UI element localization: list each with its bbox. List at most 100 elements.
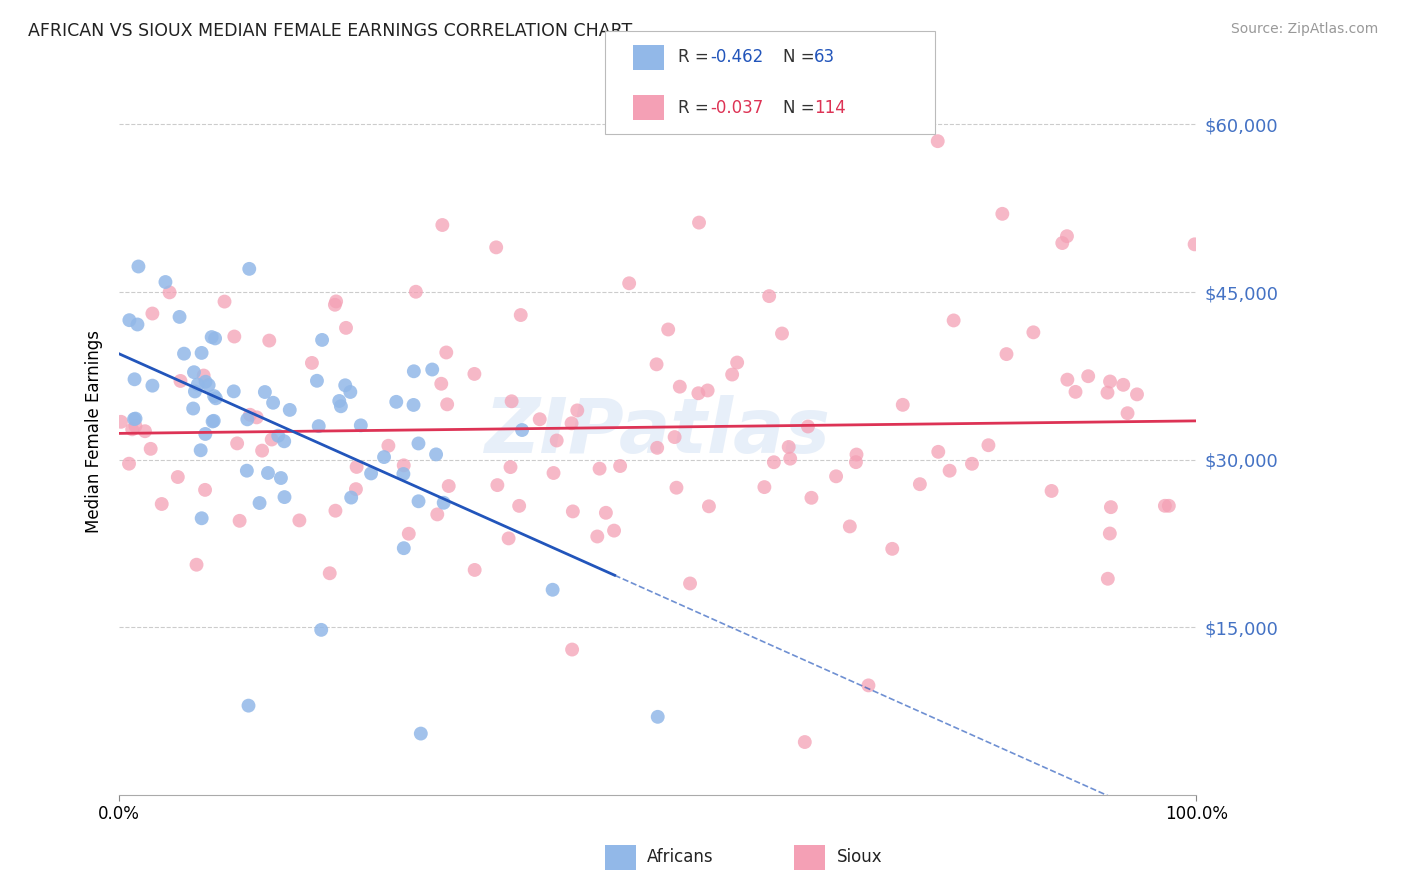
Point (754, 480, 776, 494)
Point (430, 376, 453, 391)
Point (377, 439, 399, 453)
Point (508, 499, 530, 513)
Point (257, 466, 280, 480)
Point (609, 458, 631, 473)
Point (385, 394, 408, 409)
Text: N =: N = (783, 99, 820, 117)
Text: -0.037: -0.037 (710, 99, 763, 117)
Point (262, 396, 284, 410)
Point (118, 313, 141, 327)
Point (323, 298, 346, 312)
Point (124, 419, 146, 434)
Point (214, 294, 236, 309)
Point (688, 386, 710, 401)
Point (273, 434, 295, 449)
Text: N =: N = (783, 48, 820, 66)
Point (350, 418, 373, 433)
Point (529, 412, 551, 426)
Point (1154, 499, 1177, 513)
Point (995, 347, 1018, 361)
Point (433, 496, 456, 510)
Point (190, 346, 212, 360)
Point (645, 357, 668, 371)
Point (509, 308, 531, 322)
Point (121, 422, 143, 436)
Point (793, 735, 815, 749)
Point (1126, 387, 1149, 401)
Point (190, 511, 212, 525)
Point (228, 514, 250, 528)
Point (344, 482, 367, 496)
Text: Africans: Africans (647, 848, 713, 866)
Point (194, 426, 217, 441)
Point (669, 379, 692, 393)
Point (426, 508, 449, 522)
Point (758, 289, 780, 303)
Point (797, 419, 820, 434)
Point (647, 710, 669, 724)
Point (891, 398, 914, 412)
Point (309, 623, 332, 637)
Text: R =: R = (678, 48, 714, 66)
Point (259, 334, 281, 348)
Point (1022, 326, 1045, 340)
Point (938, 464, 960, 478)
Point (679, 576, 702, 591)
Point (236, 412, 259, 426)
Point (825, 469, 848, 483)
Point (270, 471, 292, 485)
Point (205, 392, 228, 406)
Point (346, 459, 368, 474)
Point (434, 345, 457, 359)
Point (267, 428, 290, 442)
Point (721, 368, 744, 382)
Point (697, 500, 720, 514)
Point (124, 411, 146, 425)
Point (339, 384, 361, 399)
Text: R =: R = (678, 99, 714, 117)
Point (858, 678, 880, 692)
Point (260, 433, 283, 447)
Point (464, 563, 486, 577)
Point (239, 408, 262, 422)
Point (166, 470, 188, 484)
Point (546, 434, 568, 448)
Point (770, 326, 793, 341)
Point (561, 642, 583, 657)
Point (1040, 483, 1063, 498)
Point (1077, 369, 1099, 384)
Point (246, 410, 269, 425)
Point (222, 384, 245, 399)
Point (586, 529, 609, 543)
Point (541, 582, 564, 597)
Point (273, 490, 295, 504)
Point (485, 240, 508, 254)
Point (486, 478, 509, 492)
Point (155, 275, 177, 289)
Point (408, 436, 430, 450)
Point (249, 496, 271, 510)
Text: AFRICAN VS SIOUX MEDIAN FEMALE EARNINGS CORRELATION CHART: AFRICAN VS SIOUX MEDIAN FEMALE EARNINGS … (28, 22, 633, 40)
Point (420, 362, 443, 376)
Point (762, 455, 785, 469)
Point (159, 285, 181, 300)
Text: -0.462: -0.462 (710, 48, 763, 66)
Point (882, 541, 904, 556)
Point (202, 414, 225, 428)
Point (204, 331, 226, 345)
Point (127, 260, 149, 274)
Point (124, 372, 146, 386)
Point (498, 532, 520, 546)
Point (127, 318, 149, 332)
Point (340, 491, 363, 505)
Point (250, 443, 273, 458)
Point (1097, 572, 1119, 586)
Point (688, 216, 710, 230)
Point (696, 384, 718, 398)
Point (927, 445, 949, 459)
Point (141, 378, 163, 392)
Point (328, 394, 350, 409)
Point (942, 313, 965, 327)
Point (561, 417, 583, 431)
Point (301, 356, 323, 370)
